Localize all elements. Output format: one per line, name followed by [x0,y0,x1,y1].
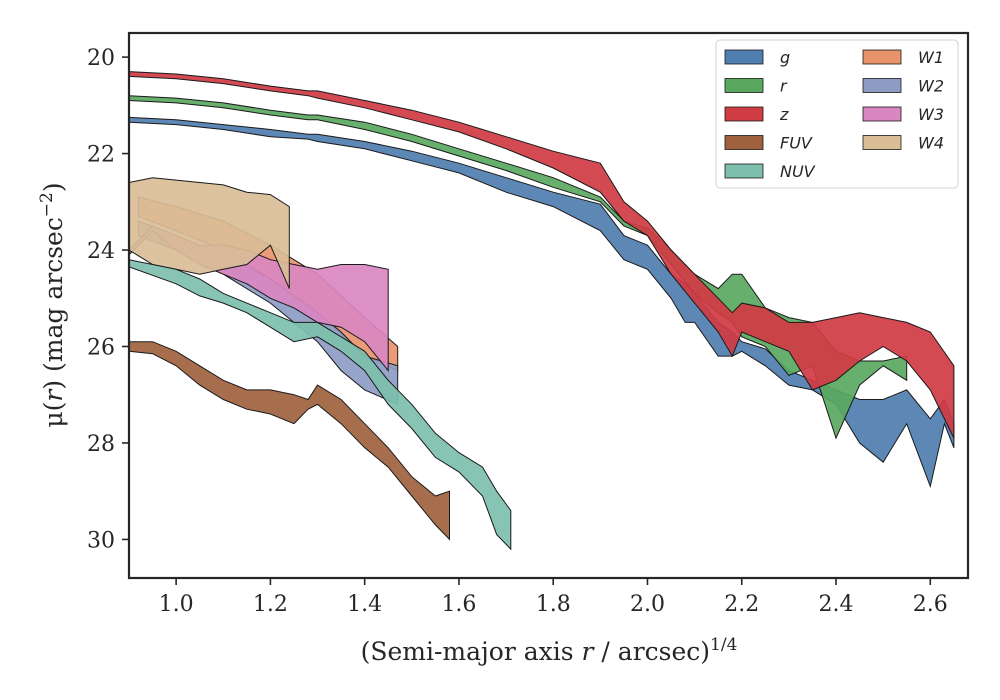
y-tick-label: 24 [87,239,115,264]
x-tick-label: 1.6 [441,592,476,617]
x-axis-label: (Semi-major axis r / arcsec)1/4 [361,635,738,666]
x-tick-label: 2.0 [630,592,665,617]
legend-label-r: r [780,77,788,96]
band-fuv [129,341,450,541]
legend-label-w2: W2 [918,77,944,96]
band-r [129,95,908,440]
legend-label-g: g [780,48,790,67]
legend-swatch-fuv [724,135,764,150]
y-tick-label: 30 [87,528,115,553]
legend-swatch-w4 [862,135,902,150]
x-tick-label: 1.0 [159,592,194,617]
x-tick-label: 1.8 [536,592,571,617]
legend-label-fuv: FUV [780,134,813,153]
legend-swatch-w1 [862,49,902,65]
y-axis: 20 22 24 26 28 30 [87,46,129,553]
legend-label-z: z [779,105,789,124]
legend-swatch-z [724,106,764,122]
legend-swatch-g [724,49,764,65]
band-z [129,71,955,439]
legend-label-w1: W1 [918,48,944,67]
x-tick-label: 1.2 [253,592,288,617]
x-tick-label: 1.4 [347,592,382,617]
band-nuv [129,259,512,551]
x-axis: 1.0 1.2 1.4 1.6 1.8 2.0 2.2 2.4 2.6 [159,578,948,617]
y-axis-label: μ(r) (mag arcsec−2) [37,182,68,427]
legend-swatch-w3 [862,106,902,122]
band-g [129,116,955,489]
y-tick-label: 20 [87,46,115,71]
legend-swatch-r [724,78,764,93]
legend-box [715,39,959,189]
x-tick-label: 2.2 [724,592,759,617]
legend-label-w4: W4 [918,134,944,153]
legend: grz FUV NUV W1 W2 W3 W4 [715,39,959,189]
legend-label-w3: W3 [918,105,944,124]
y-tick-label: 22 [87,143,115,168]
y-tick-label: 26 [87,335,115,360]
legend-swatch-w2 [862,78,902,93]
plot-frame [127,31,970,580]
x-tick-label: 2.6 [913,592,948,617]
legend-label-nuv: NUV [780,162,816,181]
y-tick-label: 28 [87,432,115,457]
profile-bands [129,71,955,551]
legend-swatch-nuv [724,163,764,179]
x-tick-label: 2.4 [819,592,854,617]
